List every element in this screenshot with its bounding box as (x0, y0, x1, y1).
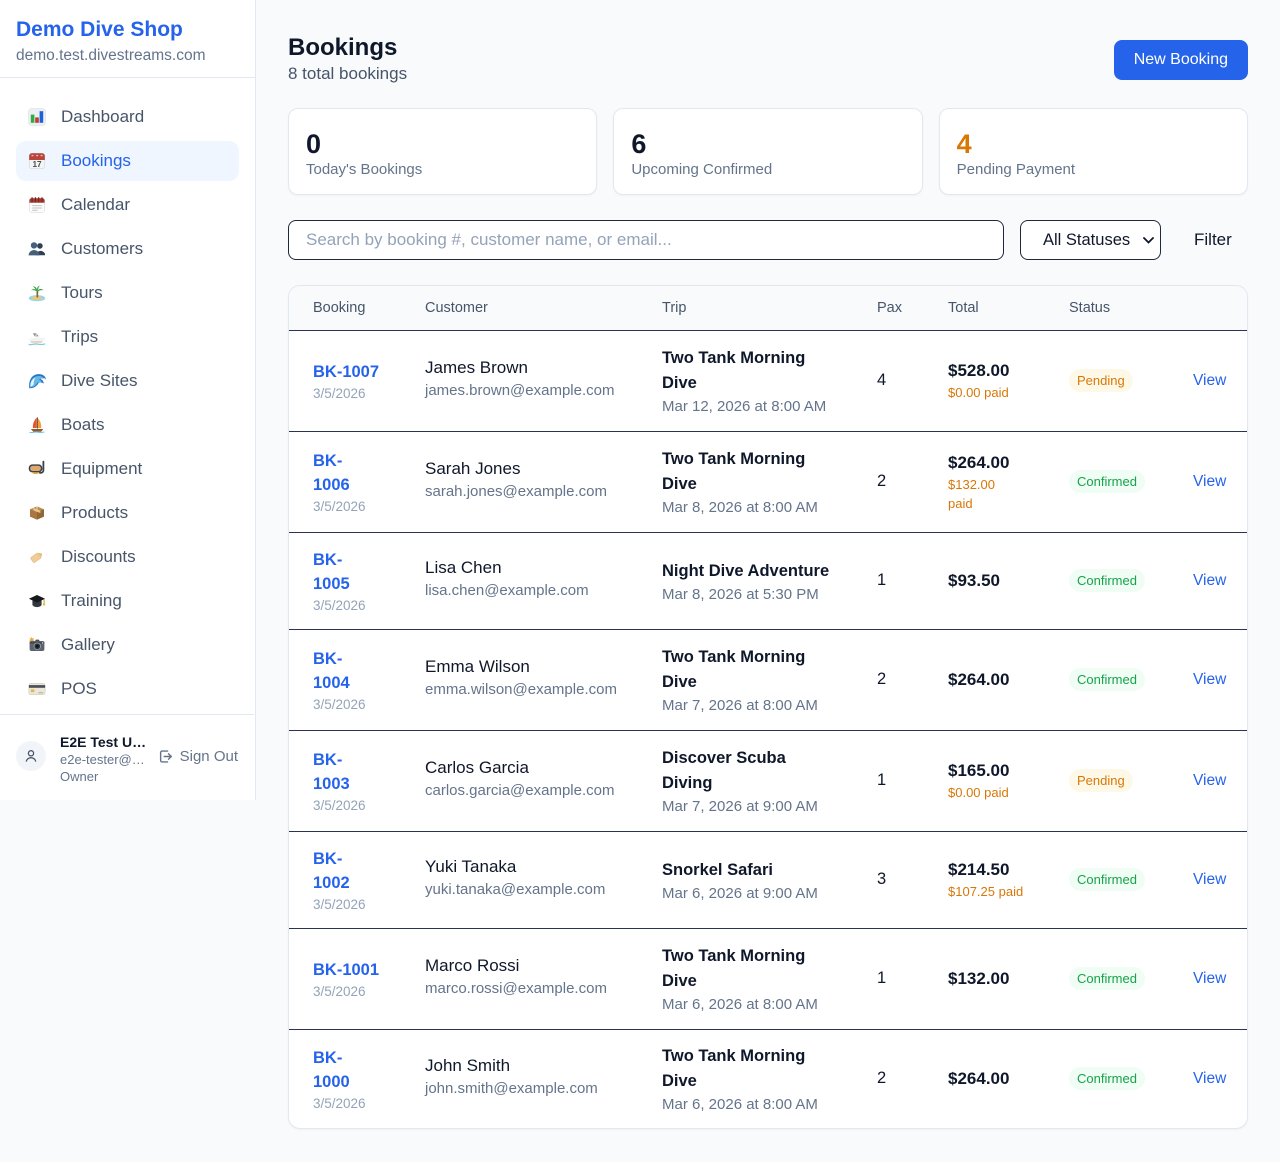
svg-text:17: 17 (32, 160, 42, 169)
